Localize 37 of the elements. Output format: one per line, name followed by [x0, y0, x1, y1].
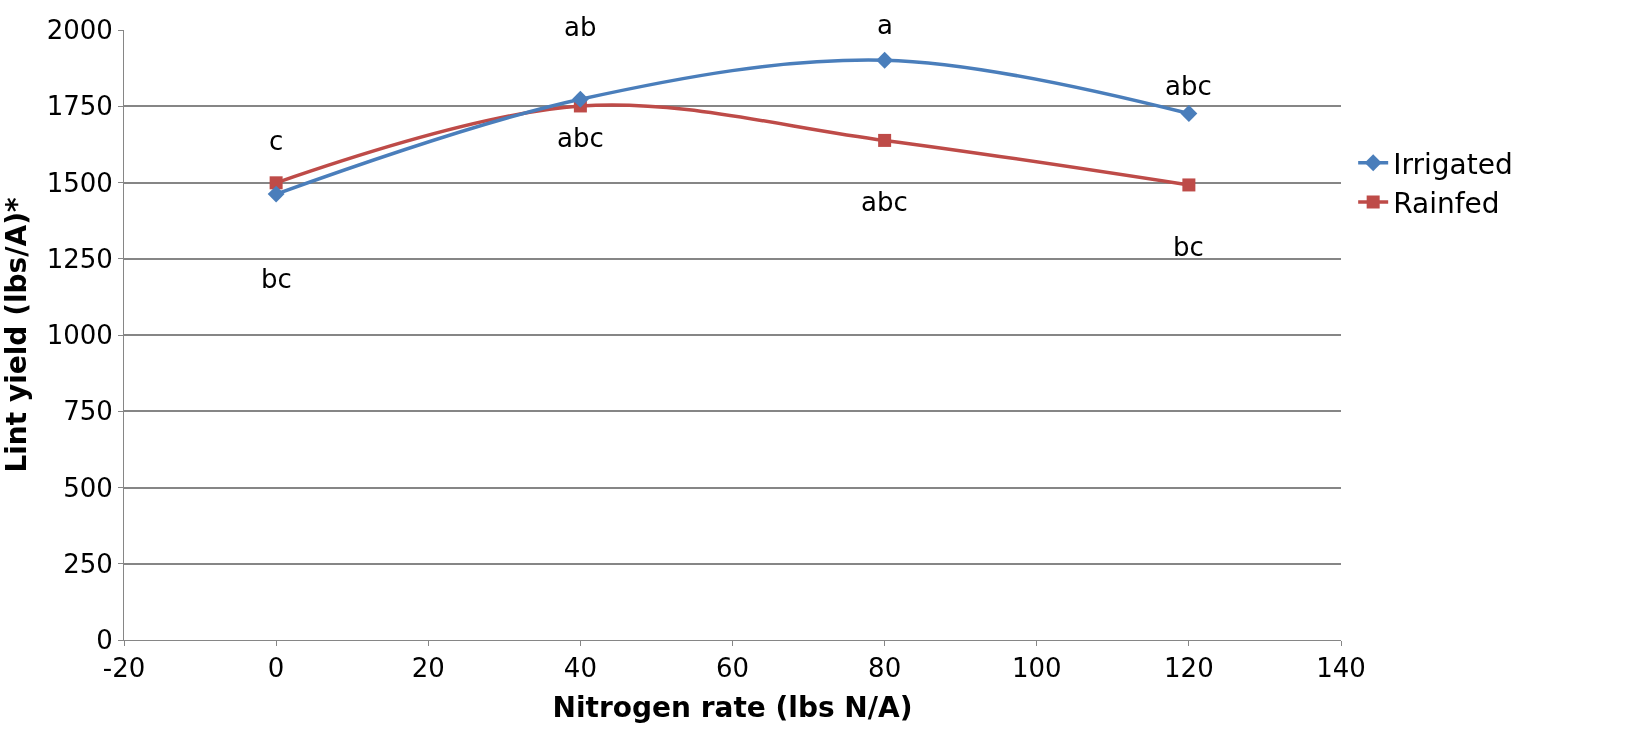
- y-tick-label: 0: [96, 625, 113, 656]
- y-tick-label: 2000: [46, 15, 113, 46]
- x-tick-label: 0: [267, 653, 285, 684]
- x-tick-label: 140: [1316, 653, 1366, 684]
- x-tick-label: 100: [1011, 653, 1062, 684]
- x-tick-label: 40: [563, 653, 597, 684]
- y-tick-label: 1000: [46, 320, 113, 351]
- x-tick-label: -20: [102, 653, 146, 684]
- point: [1182, 178, 1196, 192]
- point: [878, 133, 892, 147]
- annotation: c: [269, 126, 284, 156]
- x-tick-label: 80: [868, 653, 902, 684]
- point: [571, 90, 589, 108]
- legend-label: Irrigated: [1393, 147, 1513, 181]
- y-tick-label: 1250: [46, 243, 113, 274]
- annotation: bc: [1173, 232, 1204, 262]
- point: [269, 176, 283, 190]
- x-tick-label: 60: [715, 653, 750, 684]
- x-axis-title: Nitrogen rate (lbs N/A): [552, 691, 913, 725]
- point: [876, 51, 894, 69]
- x-tick-label: 120: [1164, 653, 1214, 684]
- y-axis-title: Lint yield (lbs/A)*: [0, 197, 33, 473]
- y-tick-label: 500: [63, 472, 113, 503]
- annotation: abc: [1165, 71, 1212, 101]
- point: [1180, 105, 1198, 123]
- y-tick-label: 750: [63, 396, 113, 427]
- y-tick-label: 1750: [46, 91, 113, 122]
- x-tick-label: 20: [411, 653, 445, 684]
- annotation: abc: [557, 123, 604, 153]
- y-tick-label: 1500: [46, 167, 113, 198]
- y-tick-label: 250: [63, 548, 113, 579]
- annotation: bc: [261, 264, 292, 294]
- annotation: a: [877, 10, 893, 40]
- point: [267, 185, 285, 203]
- annotation: ab: [564, 12, 597, 42]
- annotation: abc: [861, 187, 908, 217]
- legend-label: Rainfed: [1393, 187, 1500, 221]
